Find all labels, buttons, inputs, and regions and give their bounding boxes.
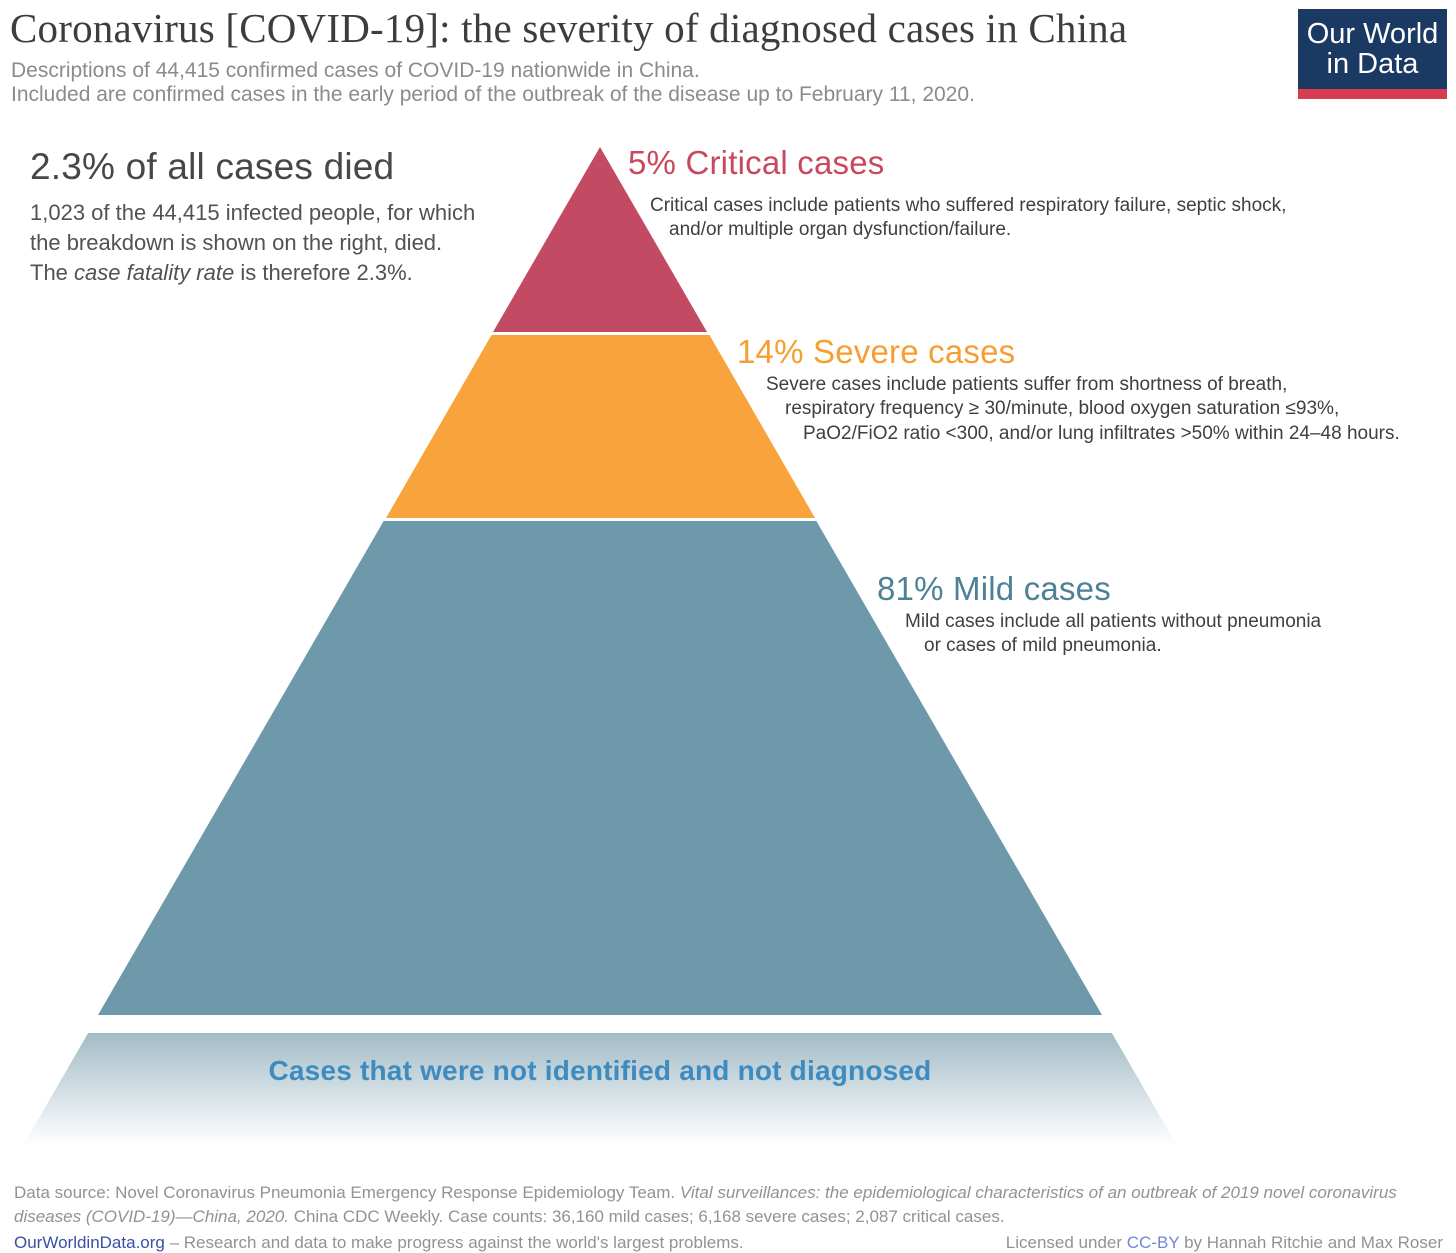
owid-logo-line2: in Data	[1326, 48, 1419, 80]
page-title: Coronavirus [COVID-19]: the severity of …	[10, 5, 1128, 51]
owid-logo-line1: Our World	[1306, 17, 1439, 50]
subtitle-line2: Included are confirmed cases in the earl…	[11, 83, 975, 106]
fatality-body-line3-pre: The	[30, 259, 75, 285]
fatality-body-line2: the breakdown is shown on the right, die…	[30, 229, 443, 255]
footer-left: OurWorldinData.org – Research and data t…	[14, 1231, 744, 1253]
mild-desc-line1: Mild cases include all patients without …	[905, 611, 1322, 632]
critical-heading: 5% Critical cases	[628, 144, 885, 181]
critical-description: Critical cases include patients who suff…	[650, 194, 1286, 243]
footer-bottom-row: OurWorldinData.org – Research and data t…	[14, 1231, 1443, 1253]
severe-desc-line2: respiratory frequency ≥ 30/minute, blood…	[785, 398, 1340, 420]
severe-desc-line3: PaO2/FiO2 ratio <300, and/or lung infilt…	[803, 422, 1400, 444]
undiagnosed-label: Cases that were not identified and not d…	[268, 1055, 932, 1086]
severe-description: Severe cases include patients suffer fro…	[766, 373, 1400, 446]
fatality-body-line1: 1,023 of the 44,415 infected people, for…	[30, 200, 476, 225]
data-source-citation: Vital surveillances: the epidemiological…	[14, 1183, 1397, 1226]
owid-logo: Our World in Data	[1298, 9, 1447, 99]
ccby-link[interactable]: CC-BY	[1126, 1232, 1180, 1252]
subtitle-line1: Descriptions of 44,415 confirmed cases o…	[11, 59, 700, 82]
fatality-heading: 2.3% of all cases died	[30, 146, 395, 187]
license-post: by Hannah Ritchie and Max Roser	[1179, 1232, 1443, 1252]
data-source-post: China CDC Weekly. Case counts: 36,160 mi…	[288, 1206, 1005, 1226]
fatality-body: 1,023 of the 44,415 infected people, for…	[30, 198, 550, 288]
fatality-body-line3-post: is therefore 2.3%.	[234, 259, 413, 285]
data-source-pre: Data source: Novel Coronavirus Pneumonia…	[14, 1183, 680, 1202]
fatality-note: 2.3% of all cases died 1,023 of the 44,4…	[30, 146, 550, 288]
license-pre: Licensed under	[1005, 1232, 1127, 1252]
fatality-body-line3-italic: case fatality rate	[74, 259, 235, 285]
owid-link[interactable]: OurWorldinData.org	[14, 1232, 165, 1252]
mild-heading: 81% Mild cases	[877, 570, 1111, 607]
critical-desc-line2: and/or multiple organ dysfunction/failur…	[669, 219, 1012, 241]
footer: Data source: Novel Coronavirus Pneumonia…	[14, 1181, 1443, 1253]
data-source-note: Data source: Novel Coronavirus Pneumonia…	[14, 1181, 1443, 1229]
severe-desc-line1: Severe cases include patients suffer fro…	[766, 374, 1288, 395]
mild-description: Mild cases include all patients without …	[905, 610, 1321, 659]
pyramid-base-undiagnosed: Cases that were not identified and not d…	[17, 1033, 1183, 1156]
footer-license: Licensed under CC-BY by Hannah Ritchie a…	[1006, 1231, 1443, 1253]
mild-desc-line2: or cases of mild pneumonia.	[924, 635, 1162, 657]
footer-tagline: – Research and data to make progress aga…	[164, 1232, 744, 1252]
severe-heading: 14% Severe cases	[737, 333, 1016, 370]
critical-desc-line1: Critical cases include patients who suff…	[650, 195, 1287, 216]
